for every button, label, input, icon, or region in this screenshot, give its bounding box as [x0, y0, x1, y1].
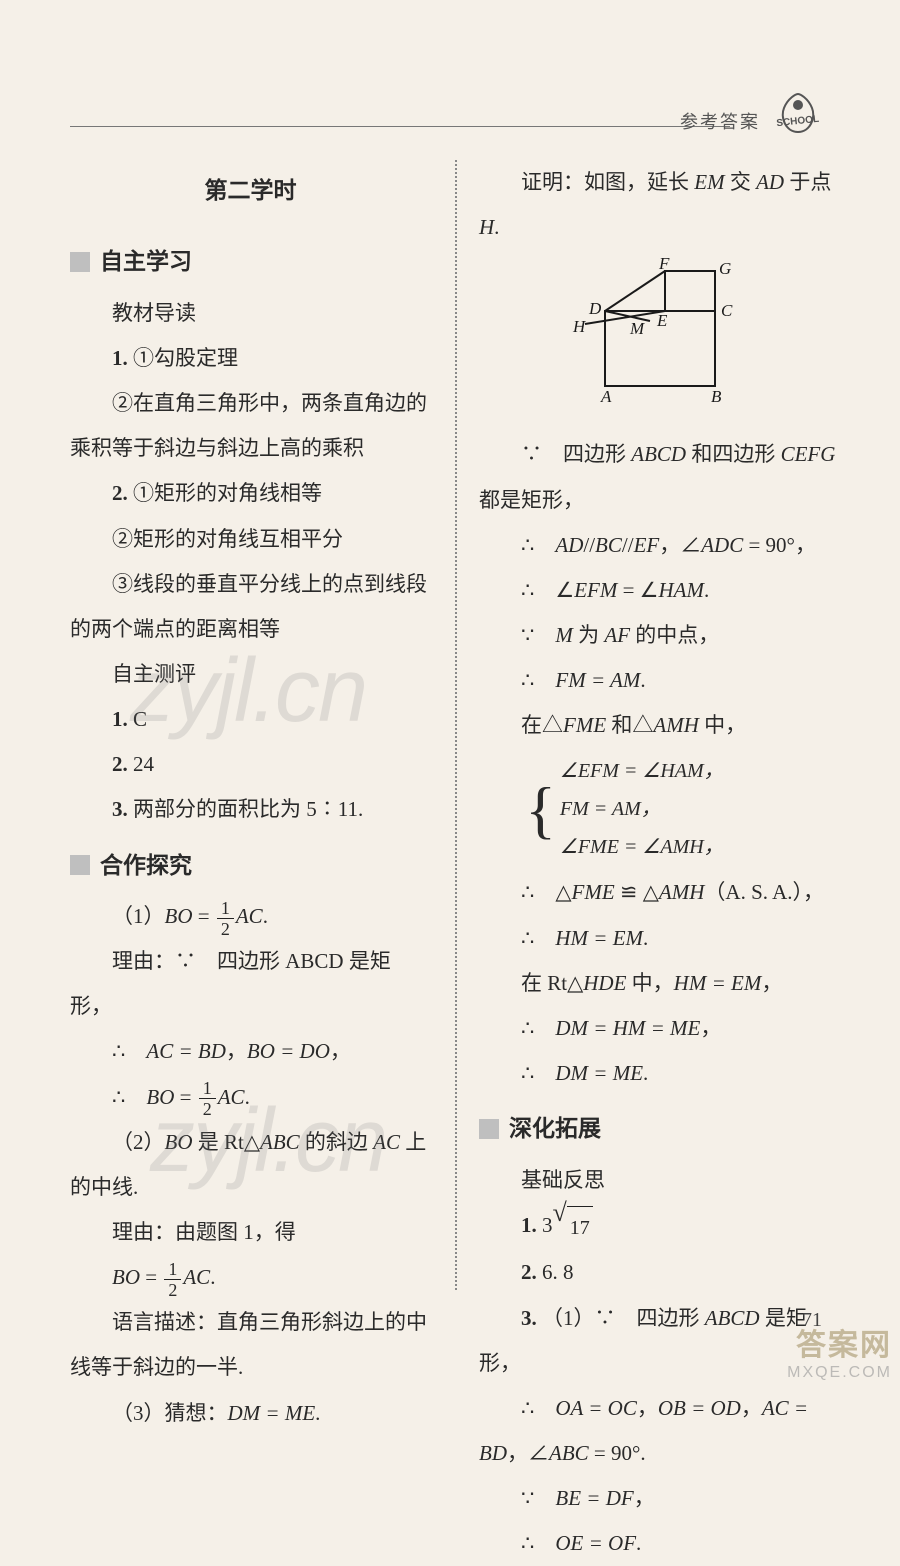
math-line: BO = 12AC.: [112, 1255, 431, 1300]
corner-line: 答案网: [787, 1320, 892, 1364]
text-line: 证明：如图，延长 EM 交 AD 于点 H.: [479, 160, 840, 250]
lesson-title: 第二学时: [70, 166, 431, 215]
brace-line: ∠FME = ∠AMH，: [560, 828, 724, 866]
subheading: 基础反思: [479, 1158, 840, 1203]
geometry-diagram: A B C D E F G H M: [479, 256, 840, 422]
text-line: ②在直角三角形中，两条直角边的乘积等于斜边与斜边上高的乘积: [70, 381, 431, 471]
answer-line: 2. 6. 8: [479, 1250, 840, 1295]
svg-text:M: M: [629, 319, 645, 338]
text-line: ②矩形的对角线互相平分: [70, 517, 431, 562]
svg-text:G: G: [719, 259, 731, 278]
section-self-study: 自主学习: [70, 237, 431, 286]
right-column: 证明：如图，延长 EM 交 AD 于点 H. A B C D: [455, 160, 840, 1300]
math-line: ∴ ∠EFM = ∠HAM.: [479, 568, 840, 613]
brace-line: FM = AM，: [560, 790, 724, 828]
math-line: 理由：由题图 1，得: [70, 1210, 431, 1255]
text-line: 2. ①矩形的对角线相等: [70, 471, 431, 516]
math-line: 在△FME 和△AMH 中，: [479, 703, 840, 748]
svg-text:E: E: [656, 311, 668, 330]
math-line: （2）BO 是 Rt△ABC 的斜边 AC 上的中线.: [70, 1120, 431, 1210]
math-line: 理由：∵ 四边形 ABCD 是矩形，: [70, 939, 431, 1029]
corner-line: MXQE.COM: [787, 1364, 892, 1382]
svg-text:H: H: [572, 317, 587, 336]
math-line: （3）猜想：DM = ME.: [70, 1391, 431, 1436]
svg-text:F: F: [658, 256, 670, 273]
left-column: 第二学时 自主学习 教材导读 1. ①勾股定理 ②在直角三角形中，两条直角边的乘…: [70, 160, 455, 1300]
math-line: （1）BO = 12AC.: [70, 894, 431, 939]
svg-text:C: C: [721, 301, 733, 320]
answer-line: 3. （1）∵ 四边形 ABCD 是矩形，: [479, 1296, 840, 1386]
header-rule: [70, 126, 730, 127]
square-bullet-icon: [70, 252, 90, 272]
section-coop: 合作探究: [70, 841, 431, 890]
math-line: ∵ 四边形 ABCD 和四边形 CEFG 都是矩形，: [479, 432, 840, 522]
subheading: 教材导读: [70, 291, 431, 336]
text-line: 1. ①勾股定理: [70, 336, 431, 381]
math-line: ∴ △FME ≌ △AMH（A. S. A.），: [479, 870, 840, 915]
math-line: ∵ M 为 AF 的中点，: [479, 613, 840, 658]
section-heading: 合作探究: [100, 841, 192, 890]
subheading: 自主测评: [70, 652, 431, 697]
brace-system: { ∠EFM = ∠HAM， FM = AM， ∠FME = ∠AMH，: [525, 752, 840, 866]
answer-line: 3. 两部分的面积比为 5∶11.: [70, 787, 431, 832]
section-heading: 深化拓展: [509, 1104, 601, 1153]
section-deepen: 深化拓展: [479, 1104, 840, 1153]
square-bullet-icon: [70, 855, 90, 875]
math-line: 语言描述：直角三角形斜边上的中线等于斜边的一半.: [70, 1300, 431, 1390]
math-line: ∴ AD//BC//EF，∠ADC = 90°，: [479, 523, 840, 568]
answer-line: 1. C: [70, 697, 431, 742]
text-line: ③线段的垂直平分线上的点到线段的两个端点的距离相等: [70, 562, 431, 652]
school-badge: SCHOOL: [768, 88, 828, 143]
math-line: ∴ DM = HM = ME，: [479, 1006, 840, 1051]
header-label: 参考答案: [680, 108, 760, 134]
svg-text:B: B: [711, 387, 722, 406]
math-line: ∴ BO = 12AC.: [70, 1075, 431, 1120]
math-line: 在 Rt△HDE 中，HM = EM，: [479, 961, 840, 1006]
answer-line: 2. 24: [70, 742, 431, 787]
math-line: ∴ HM = EM.: [479, 916, 840, 961]
column-divider: [455, 160, 457, 1290]
svg-text:D: D: [588, 299, 602, 318]
svg-text:A: A: [600, 387, 612, 406]
answer-line: 1. 3√17: [479, 1203, 840, 1251]
section-heading: 自主学习: [100, 237, 192, 286]
math-line: ∵ BE = DF，: [479, 1476, 840, 1521]
math-line: ∴ OE = OF.: [479, 1521, 840, 1566]
math-line: ∴ AC = BD，BO = DO，: [70, 1029, 431, 1074]
brace-line: ∠EFM = ∠HAM，: [560, 752, 724, 790]
corner-watermark: 答案网 MXQE.COM: [787, 1320, 892, 1382]
math-line: ∴ OA = OC，OB = OD，AC = BD，∠ABC = 90°.: [479, 1386, 840, 1476]
square-bullet-icon: [479, 1119, 499, 1139]
math-line: ∴ FM = AM.: [479, 658, 840, 703]
math-line: ∴ DM = ME.: [479, 1051, 840, 1096]
